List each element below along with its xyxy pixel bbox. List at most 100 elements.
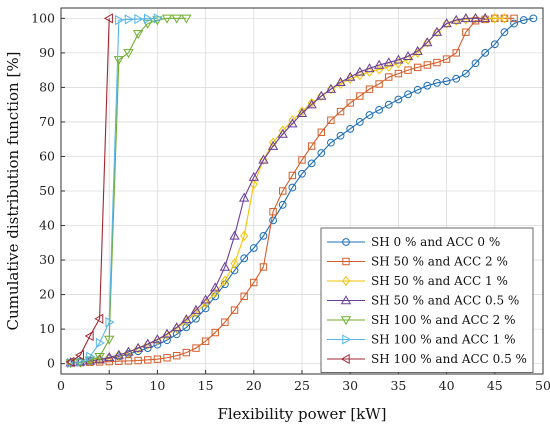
data-point	[316, 90, 327, 100]
data-point	[103, 13, 113, 24]
data-point	[259, 263, 268, 271]
data-point	[470, 13, 481, 23]
x-tick-label: 50	[535, 378, 550, 393]
legend-marker	[340, 353, 350, 365]
data-point	[105, 317, 115, 328]
data-point	[510, 19, 518, 28]
legend-marker	[340, 316, 352, 326]
data-point	[94, 313, 104, 324]
data-point	[95, 337, 105, 349]
data-point	[229, 230, 240, 240]
data-point	[479, 13, 491, 23]
data-point	[152, 334, 163, 344]
data-point	[462, 28, 470, 36]
series-7	[65, 13, 113, 368]
y-tick-label: 100	[31, 10, 55, 25]
axes: 0 5 10 15 20 25 30 35 40 45 50 0 10 20 30 40 50 60 70 80 90 1…	[31, 10, 550, 393]
legend-marker	[340, 295, 352, 305]
data-point	[153, 355, 162, 363]
data-point	[442, 55, 451, 63]
legend-label: SH 50 % and ACC 2 %	[371, 255, 508, 269]
data-point	[365, 66, 374, 77]
y-tick-label: 20	[39, 287, 55, 302]
data-point	[354, 66, 366, 76]
data-point	[132, 342, 144, 352]
x-tick-label: 25	[294, 378, 310, 393]
data-point	[297, 106, 307, 117]
data-point	[404, 90, 412, 99]
data-point	[248, 171, 259, 181]
data-point	[307, 142, 316, 150]
data-point	[113, 56, 125, 66]
data-point	[345, 71, 356, 81]
data-point	[171, 14, 182, 24]
data-point	[423, 61, 432, 69]
data-point	[394, 58, 403, 69]
data-point	[307, 97, 316, 109]
data-point	[336, 131, 345, 140]
x-tick-label: 5	[105, 378, 113, 393]
legend-item: SH 50 % and ACC 0.5 %	[327, 294, 519, 308]
data-point	[481, 13, 490, 24]
legend-label: SH 50 % and ACC 1 %	[371, 274, 508, 288]
data-point	[441, 18, 452, 28]
data-point	[365, 85, 374, 93]
data-point	[336, 107, 345, 116]
series-2	[66, 14, 518, 367]
data-point	[490, 13, 499, 24]
data-point	[211, 328, 219, 337]
data-point	[442, 77, 451, 86]
data-point	[346, 124, 355, 133]
legend-item: SH 100 % and ACC 1 %	[327, 333, 516, 347]
data-point	[269, 216, 277, 225]
data-point	[452, 49, 460, 57]
legend-label: SH 100 % and ACC 2 %	[371, 313, 516, 327]
data-point	[250, 278, 258, 287]
data-point	[460, 13, 472, 23]
data-point	[192, 344, 200, 352]
data-point	[335, 76, 346, 86]
data-point	[124, 14, 134, 25]
data-point	[355, 118, 364, 126]
data-point	[402, 51, 414, 61]
data-point	[230, 258, 239, 269]
data-point	[181, 314, 192, 324]
data-point	[327, 138, 335, 147]
data-point	[115, 14, 125, 26]
data-point	[171, 322, 182, 332]
data-point	[161, 328, 173, 338]
data-point	[327, 116, 335, 124]
series-layer	[65, 13, 538, 369]
data-point	[153, 340, 162, 349]
data-point	[383, 57, 394, 67]
data-point	[393, 54, 404, 64]
data-point	[114, 349, 123, 361]
legend-item: SH 0 % and ACC 0 %	[327, 235, 500, 249]
x-tick-label: 15	[198, 378, 214, 393]
data-point	[134, 13, 144, 25]
legend-marker	[342, 238, 350, 246]
data-point	[134, 356, 142, 365]
legend: SH 0 % and ACC 0 % SH 50 % and ACC 2 % SH …	[320, 227, 534, 373]
data-point	[442, 18, 451, 29]
data-point	[356, 92, 364, 100]
data-point	[375, 80, 383, 88]
data-point	[221, 318, 229, 326]
data-point	[423, 37, 432, 48]
data-point	[132, 30, 144, 40]
y-tick-label: 40	[39, 218, 55, 233]
series-5	[65, 14, 192, 369]
data-point	[529, 14, 538, 23]
x-tick-label: 0	[57, 378, 65, 393]
data-point	[267, 140, 279, 150]
data-point	[95, 358, 104, 366]
data-point	[471, 13, 480, 24]
data-point	[461, 69, 470, 78]
data-point	[249, 244, 258, 252]
data-point	[394, 69, 403, 78]
data-point	[238, 192, 250, 202]
data-point	[288, 115, 297, 126]
data-point	[152, 16, 163, 26]
data-point	[412, 45, 423, 55]
